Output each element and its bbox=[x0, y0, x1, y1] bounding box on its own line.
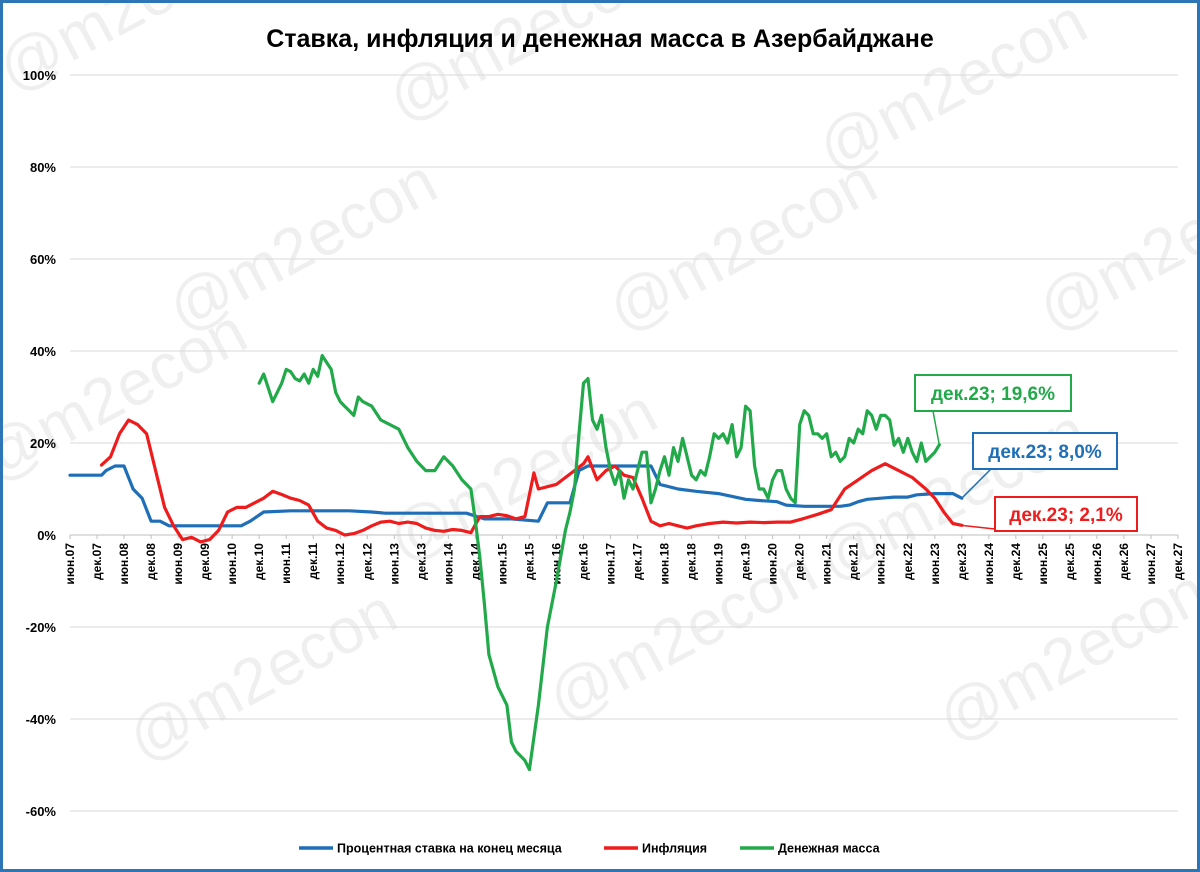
watermark-text: @m2econ bbox=[1026, 144, 1197, 345]
callout-leader bbox=[932, 410, 941, 445]
x-tick-label: дек.17 bbox=[631, 543, 645, 580]
x-tick-label: дек.19 bbox=[739, 543, 753, 580]
y-tick-label: 40% bbox=[30, 344, 56, 359]
x-tick-label: июн.07 bbox=[63, 543, 77, 585]
x-tick-label: дек.24 bbox=[1009, 543, 1023, 580]
watermark-text: @m2econ bbox=[596, 144, 888, 345]
y-tick-label: -20% bbox=[26, 620, 57, 635]
x-tick-label: июн.09 bbox=[171, 543, 185, 585]
y-tick-label: 80% bbox=[30, 160, 56, 175]
x-tick-label: июн.14 bbox=[441, 543, 455, 585]
y-tick-label: -40% bbox=[26, 712, 57, 727]
series-line-2 bbox=[99, 418, 964, 544]
x-tick-label: июн.26 bbox=[1090, 543, 1104, 585]
x-tick-label: дек.20 bbox=[793, 543, 807, 580]
y-tick-label: 0% bbox=[37, 528, 56, 543]
legend-label: Инфляция bbox=[642, 842, 707, 856]
x-tick-label: июн.20 bbox=[766, 543, 780, 585]
x-tick-label: июн.25 bbox=[1036, 543, 1050, 585]
callout-label: дек.23; 8,0% bbox=[988, 442, 1102, 463]
x-tick-label: июн.08 bbox=[117, 543, 131, 585]
x-tick-label: дек.21 bbox=[847, 543, 861, 580]
x-tick-label: июн.15 bbox=[495, 543, 509, 585]
x-tick-label: дек.25 bbox=[1063, 543, 1077, 580]
x-tick-label: июн.23 bbox=[928, 543, 942, 585]
callout-box bbox=[994, 496, 1138, 532]
x-tick-label: июн.11 bbox=[279, 543, 293, 584]
callout-box bbox=[972, 432, 1118, 470]
y-axis: -60% -40% -20% 0% 20% 40% 60% 80% 100% bbox=[23, 68, 57, 819]
x-tick-label: июн.24 bbox=[982, 543, 996, 585]
x-tick-label: дек.11 bbox=[306, 543, 320, 580]
callout-label: дек.23; 19,6% bbox=[931, 384, 1055, 405]
x-tick-label: дек.09 bbox=[198, 543, 212, 580]
y-tick-label: 100% bbox=[23, 68, 57, 83]
x-tick-label: дек.22 bbox=[901, 543, 915, 580]
watermark-text: @m2econ bbox=[3, 3, 278, 105]
chart-title: Ставка, инфляция и денежная масса в Азер… bbox=[266, 25, 934, 53]
legend-label: Процентная ставка на конец месяца bbox=[337, 842, 563, 856]
x-tick-label: дек.18 bbox=[685, 543, 699, 580]
x-tick-label: дек.23 bbox=[955, 543, 969, 580]
x-tick-label: дек.26 bbox=[1117, 543, 1131, 580]
x-tick-label: дек.15 bbox=[522, 543, 536, 580]
x-tick-label: июн.22 bbox=[874, 543, 888, 585]
series-layer bbox=[68, 354, 964, 772]
x-tick-label: июн.10 bbox=[225, 543, 239, 585]
x-tick-label: дек.10 bbox=[252, 543, 266, 580]
x-tick-label: июн.12 bbox=[333, 543, 347, 585]
chart-canvas: @m2econ @m2econ @m2econ@m2econ @m2econ @m2ec… bbox=[3, 3, 1197, 856]
y-tick-label: 20% bbox=[30, 436, 56, 451]
y-tick-label: -60% bbox=[26, 804, 57, 819]
x-tick-label: дек.16 bbox=[576, 543, 590, 580]
x-tick-label: июн.17 bbox=[603, 543, 617, 585]
x-tick-label: июн.13 bbox=[387, 543, 401, 585]
watermark-text: @m2econ bbox=[116, 574, 408, 775]
x-tick-label: июн.21 bbox=[820, 543, 834, 585]
y-tick-label: 60% bbox=[30, 252, 56, 267]
x-tick-label: дек.12 bbox=[360, 543, 374, 580]
callout-leader bbox=[961, 468, 992, 499]
legend-label: Денежная масса bbox=[778, 842, 881, 856]
callout-layer: дек.23; 19,6% дек.23; 8,0% дек.23; 2,1% bbox=[914, 374, 1138, 532]
series-line-3 bbox=[257, 354, 941, 772]
x-tick-label: дек.07 bbox=[90, 543, 104, 580]
callout-label: дек.23; 2,1% bbox=[1009, 505, 1123, 526]
x-tick-label: дек.08 bbox=[144, 543, 158, 580]
x-tick-label: июн.18 bbox=[658, 543, 672, 585]
legend: Процентная ставка на конец месяца Инфляци… bbox=[299, 842, 881, 856]
watermark-text: @m2econ bbox=[376, 3, 668, 135]
x-tick-label: дек.13 bbox=[414, 543, 428, 580]
x-tick-label: июн.27 bbox=[1144, 543, 1158, 585]
x-tick-label: дек.27 bbox=[1171, 543, 1185, 580]
watermark-text: @m2econ bbox=[3, 294, 258, 495]
x-axis: июн.07 дек.07 июн.08 дек.08 июн.09 дек.09 июн.… bbox=[63, 534, 1185, 585]
callout-box bbox=[914, 374, 1072, 412]
x-tick-label: июн.19 bbox=[712, 543, 726, 585]
